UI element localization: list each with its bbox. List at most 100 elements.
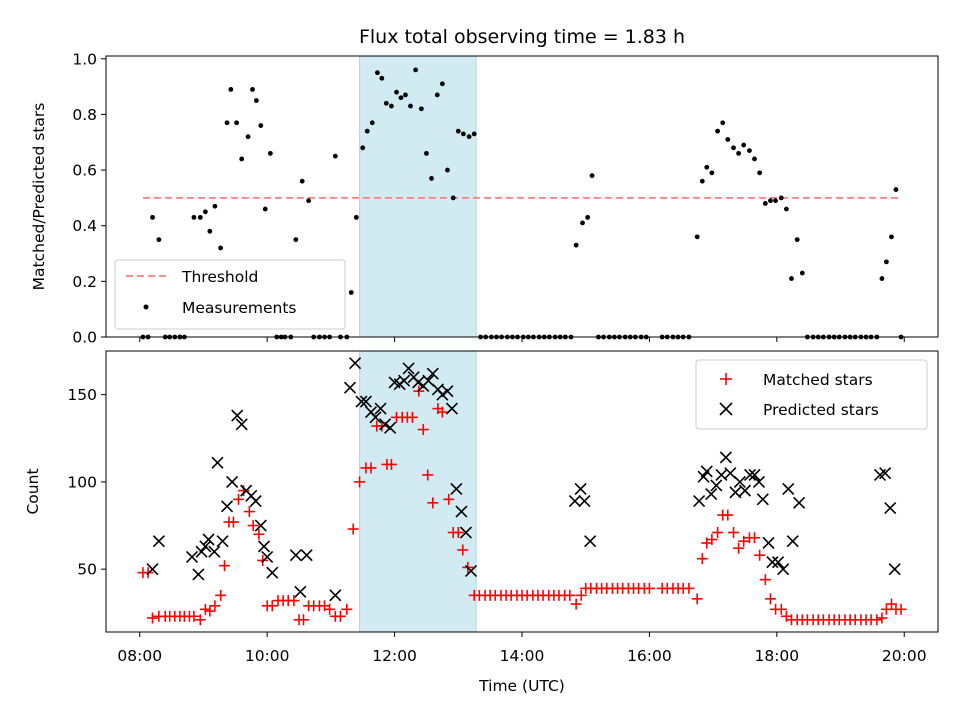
- measurement-point: [757, 170, 763, 176]
- matched-star-points: [137, 385, 907, 626]
- measurement-point: [348, 290, 354, 295]
- top-y-tick-label: 0.6: [72, 162, 97, 180]
- predicted-star-point: [693, 495, 706, 508]
- matched-star-point: [570, 598, 582, 610]
- predicted-star-point: [884, 502, 897, 515]
- predicted-star-point: [441, 385, 454, 398]
- measurement-point: [883, 259, 889, 265]
- measurement-point: [455, 128, 461, 134]
- measurement-point: [783, 206, 789, 212]
- bottom-panel: 50 100 150 08:00 10:00 12:00 14:00 16:00 18:00 2…: [24, 350, 939, 695]
- top-panel-frame: [105, 55, 939, 338]
- measurement-point: [150, 214, 155, 220]
- legend-measurements-marker: [143, 304, 149, 310]
- legend-measurements-label: Measurements: [182, 299, 297, 317]
- x-axis-label: Time (UTC): [478, 677, 565, 695]
- top-y-ticks: 0.0 0.2 0.4 0.6 0.8 1.0: [72, 50, 106, 347]
- matched-star-point: [266, 600, 278, 612]
- matched-star-point: [722, 509, 734, 521]
- matched-star-point: [194, 614, 206, 626]
- predicted-star-point: [777, 563, 790, 576]
- bottom-y-tick-label: 50: [77, 561, 97, 579]
- measurement-point: [353, 214, 359, 220]
- matched-star-point: [775, 603, 787, 615]
- measurement-point: [418, 106, 424, 112]
- bottom-y-tick-label: 150: [67, 386, 97, 404]
- predicted-star-points: [146, 357, 901, 602]
- predicted-star-point: [384, 421, 397, 434]
- matched-star-point: [759, 574, 771, 586]
- matched-star-point: [385, 458, 397, 470]
- predicted-star-point: [450, 482, 463, 495]
- matched-star-point: [564, 589, 576, 601]
- bottom-y-tick-label: 100: [67, 473, 97, 491]
- predicted-star-point: [793, 496, 806, 509]
- measurement-point: [383, 100, 389, 106]
- measurement-point: [267, 150, 273, 156]
- predicted-star-point: [398, 374, 411, 387]
- matched-star-point: [443, 493, 455, 505]
- measurement-point: [389, 103, 394, 109]
- matched-star-point: [247, 520, 259, 532]
- measurement-point: [369, 120, 375, 126]
- predicted-star-point: [710, 479, 723, 492]
- measurement-point: [224, 120, 230, 126]
- measurement-point: [258, 123, 264, 128]
- matched-star-point: [643, 582, 655, 594]
- matched-star-point: [365, 462, 377, 474]
- measurement-point: [239, 156, 245, 162]
- matched-star-point: [728, 527, 740, 539]
- measurement-point: [293, 237, 299, 243]
- measurement-points: [140, 67, 904, 340]
- predicted-star-point: [782, 482, 795, 495]
- predicted-star-point: [235, 418, 248, 431]
- top-y-tick-label: 1.0: [72, 50, 97, 68]
- top-x-ticks: [139, 337, 905, 342]
- predicted-star-point: [220, 500, 234, 513]
- predicted-star-point: [436, 388, 449, 401]
- x-tick-label: 10:00: [245, 647, 290, 665]
- measurement-point: [424, 150, 429, 156]
- measurement-point: [445, 167, 450, 173]
- matched-star-point: [209, 600, 221, 612]
- matched-star-point: [417, 424, 429, 436]
- predicted-star-point: [294, 585, 307, 598]
- measurement-point: [893, 187, 899, 192]
- predicted-star-point: [369, 411, 382, 424]
- predicted-star-point: [355, 395, 368, 408]
- legend-predicted-label: Predicted stars: [763, 401, 879, 419]
- matched-star-point: [341, 603, 353, 615]
- bottom-panel-frame: [105, 350, 939, 633]
- matched-star-point: [227, 516, 239, 528]
- x-tick-label: 20:00: [882, 647, 927, 665]
- predicted-star-point: [786, 535, 799, 548]
- measurement-point: [374, 70, 380, 76]
- measurement-point: [212, 203, 218, 209]
- predicted-star-point: [733, 475, 746, 488]
- measurement-point: [889, 234, 894, 240]
- matched-star-point: [457, 544, 469, 556]
- measurement-point: [773, 198, 778, 204]
- bottom-legend-box: [695, 359, 928, 430]
- predicted-star-point: [744, 468, 757, 481]
- matched-star-point: [204, 605, 216, 617]
- predicted-star-point: [249, 495, 262, 508]
- measurement-point: [736, 150, 742, 156]
- matched-star-point: [749, 532, 761, 544]
- measurement-point: [332, 153, 338, 159]
- predicted-star-point: [289, 549, 302, 562]
- predicted-star-point: [152, 535, 165, 548]
- predicted-star-point: [738, 484, 752, 497]
- measurement-point: [250, 86, 255, 92]
- predicted-star-point: [199, 540, 212, 553]
- measurement-point: [573, 242, 579, 248]
- matched-star-point: [354, 476, 366, 488]
- measurement-point: [747, 148, 752, 153]
- top-y-tick-label: 0.2: [72, 273, 97, 291]
- measurement-point: [466, 134, 472, 140]
- predicted-star-point: [195, 545, 208, 558]
- measurement-point: [789, 276, 794, 281]
- predicted-star-point: [729, 486, 742, 499]
- predicted-star-point: [359, 395, 372, 408]
- measurement-point: [704, 164, 710, 170]
